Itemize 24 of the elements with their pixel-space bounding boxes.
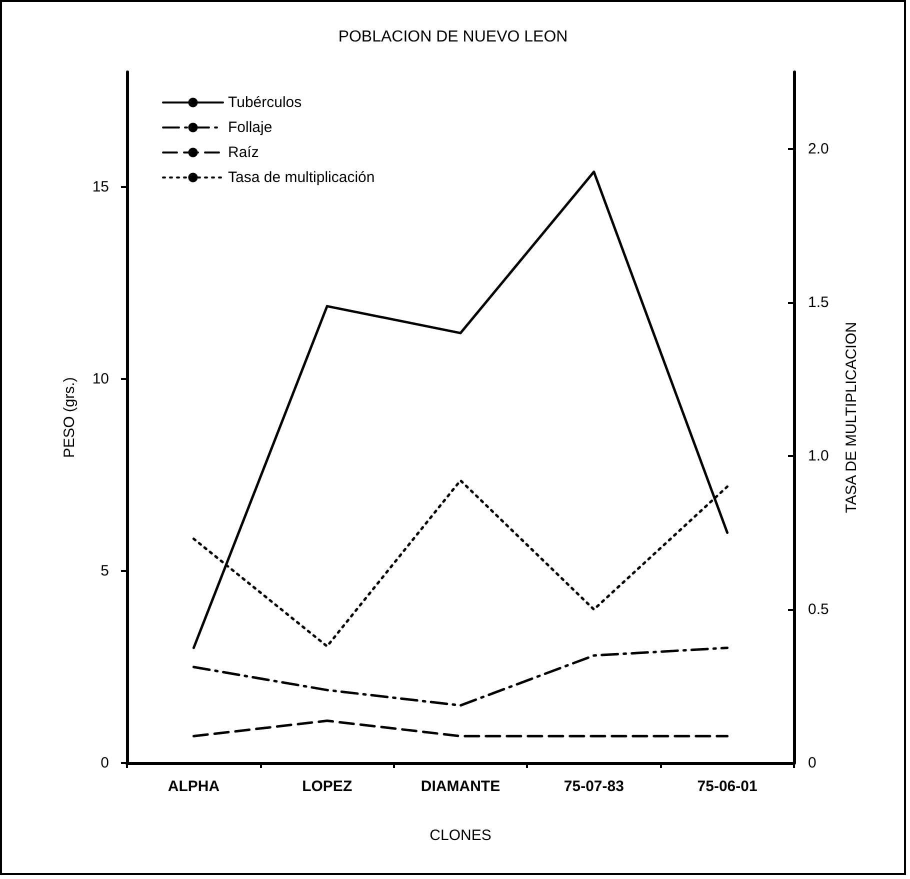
- x-tick-label: 75-07-83: [564, 778, 624, 795]
- y-tick-label: 5: [100, 562, 109, 580]
- y-tick-label: 15: [92, 178, 109, 196]
- x-tick-label: LOPEZ: [302, 778, 352, 795]
- x-tick-label: ALPHA: [168, 778, 220, 795]
- y2-tick-label: 0.5: [808, 600, 829, 618]
- y2-tick-label: 1.5: [808, 294, 829, 311]
- line-series: [192, 170, 729, 650]
- x-axis-title: CLONES: [430, 827, 492, 844]
- y2-tick-label: 0: [808, 754, 816, 772]
- x-tick-label: 75-06-01: [697, 778, 758, 795]
- y2-axis-title: TASA DE MULTIPLICACION: [843, 322, 860, 514]
- legend-label: Follaje: [228, 119, 272, 136]
- legend-label: Tubérculos: [228, 94, 302, 111]
- y2-tick-label: 1.0: [808, 447, 829, 464]
- y-tick-label: 10: [92, 370, 109, 388]
- y-tick-label: 0: [100, 754, 109, 772]
- y2-tick-label: 2.0: [808, 140, 829, 158]
- y-axis-title: PESO (grs.): [61, 377, 78, 458]
- chart-title: POBLACION DE NUEVO LEON: [338, 28, 568, 46]
- legend-label: Raíz: [228, 144, 259, 161]
- x-tick-label: DIAMANTE: [420, 778, 500, 795]
- legend-label: Tasa de multiplicación: [228, 169, 375, 186]
- line-series: [192, 646, 729, 707]
